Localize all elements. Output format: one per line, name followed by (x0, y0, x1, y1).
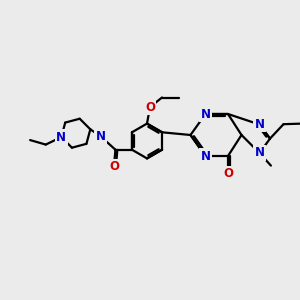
Text: N: N (95, 130, 105, 143)
Text: N: N (254, 118, 265, 131)
Text: O: O (145, 100, 155, 114)
Text: N: N (200, 107, 211, 121)
Text: O: O (223, 167, 233, 180)
Text: O: O (109, 160, 119, 173)
Text: N: N (200, 149, 211, 163)
Text: N: N (254, 146, 265, 160)
Text: N: N (56, 130, 66, 144)
